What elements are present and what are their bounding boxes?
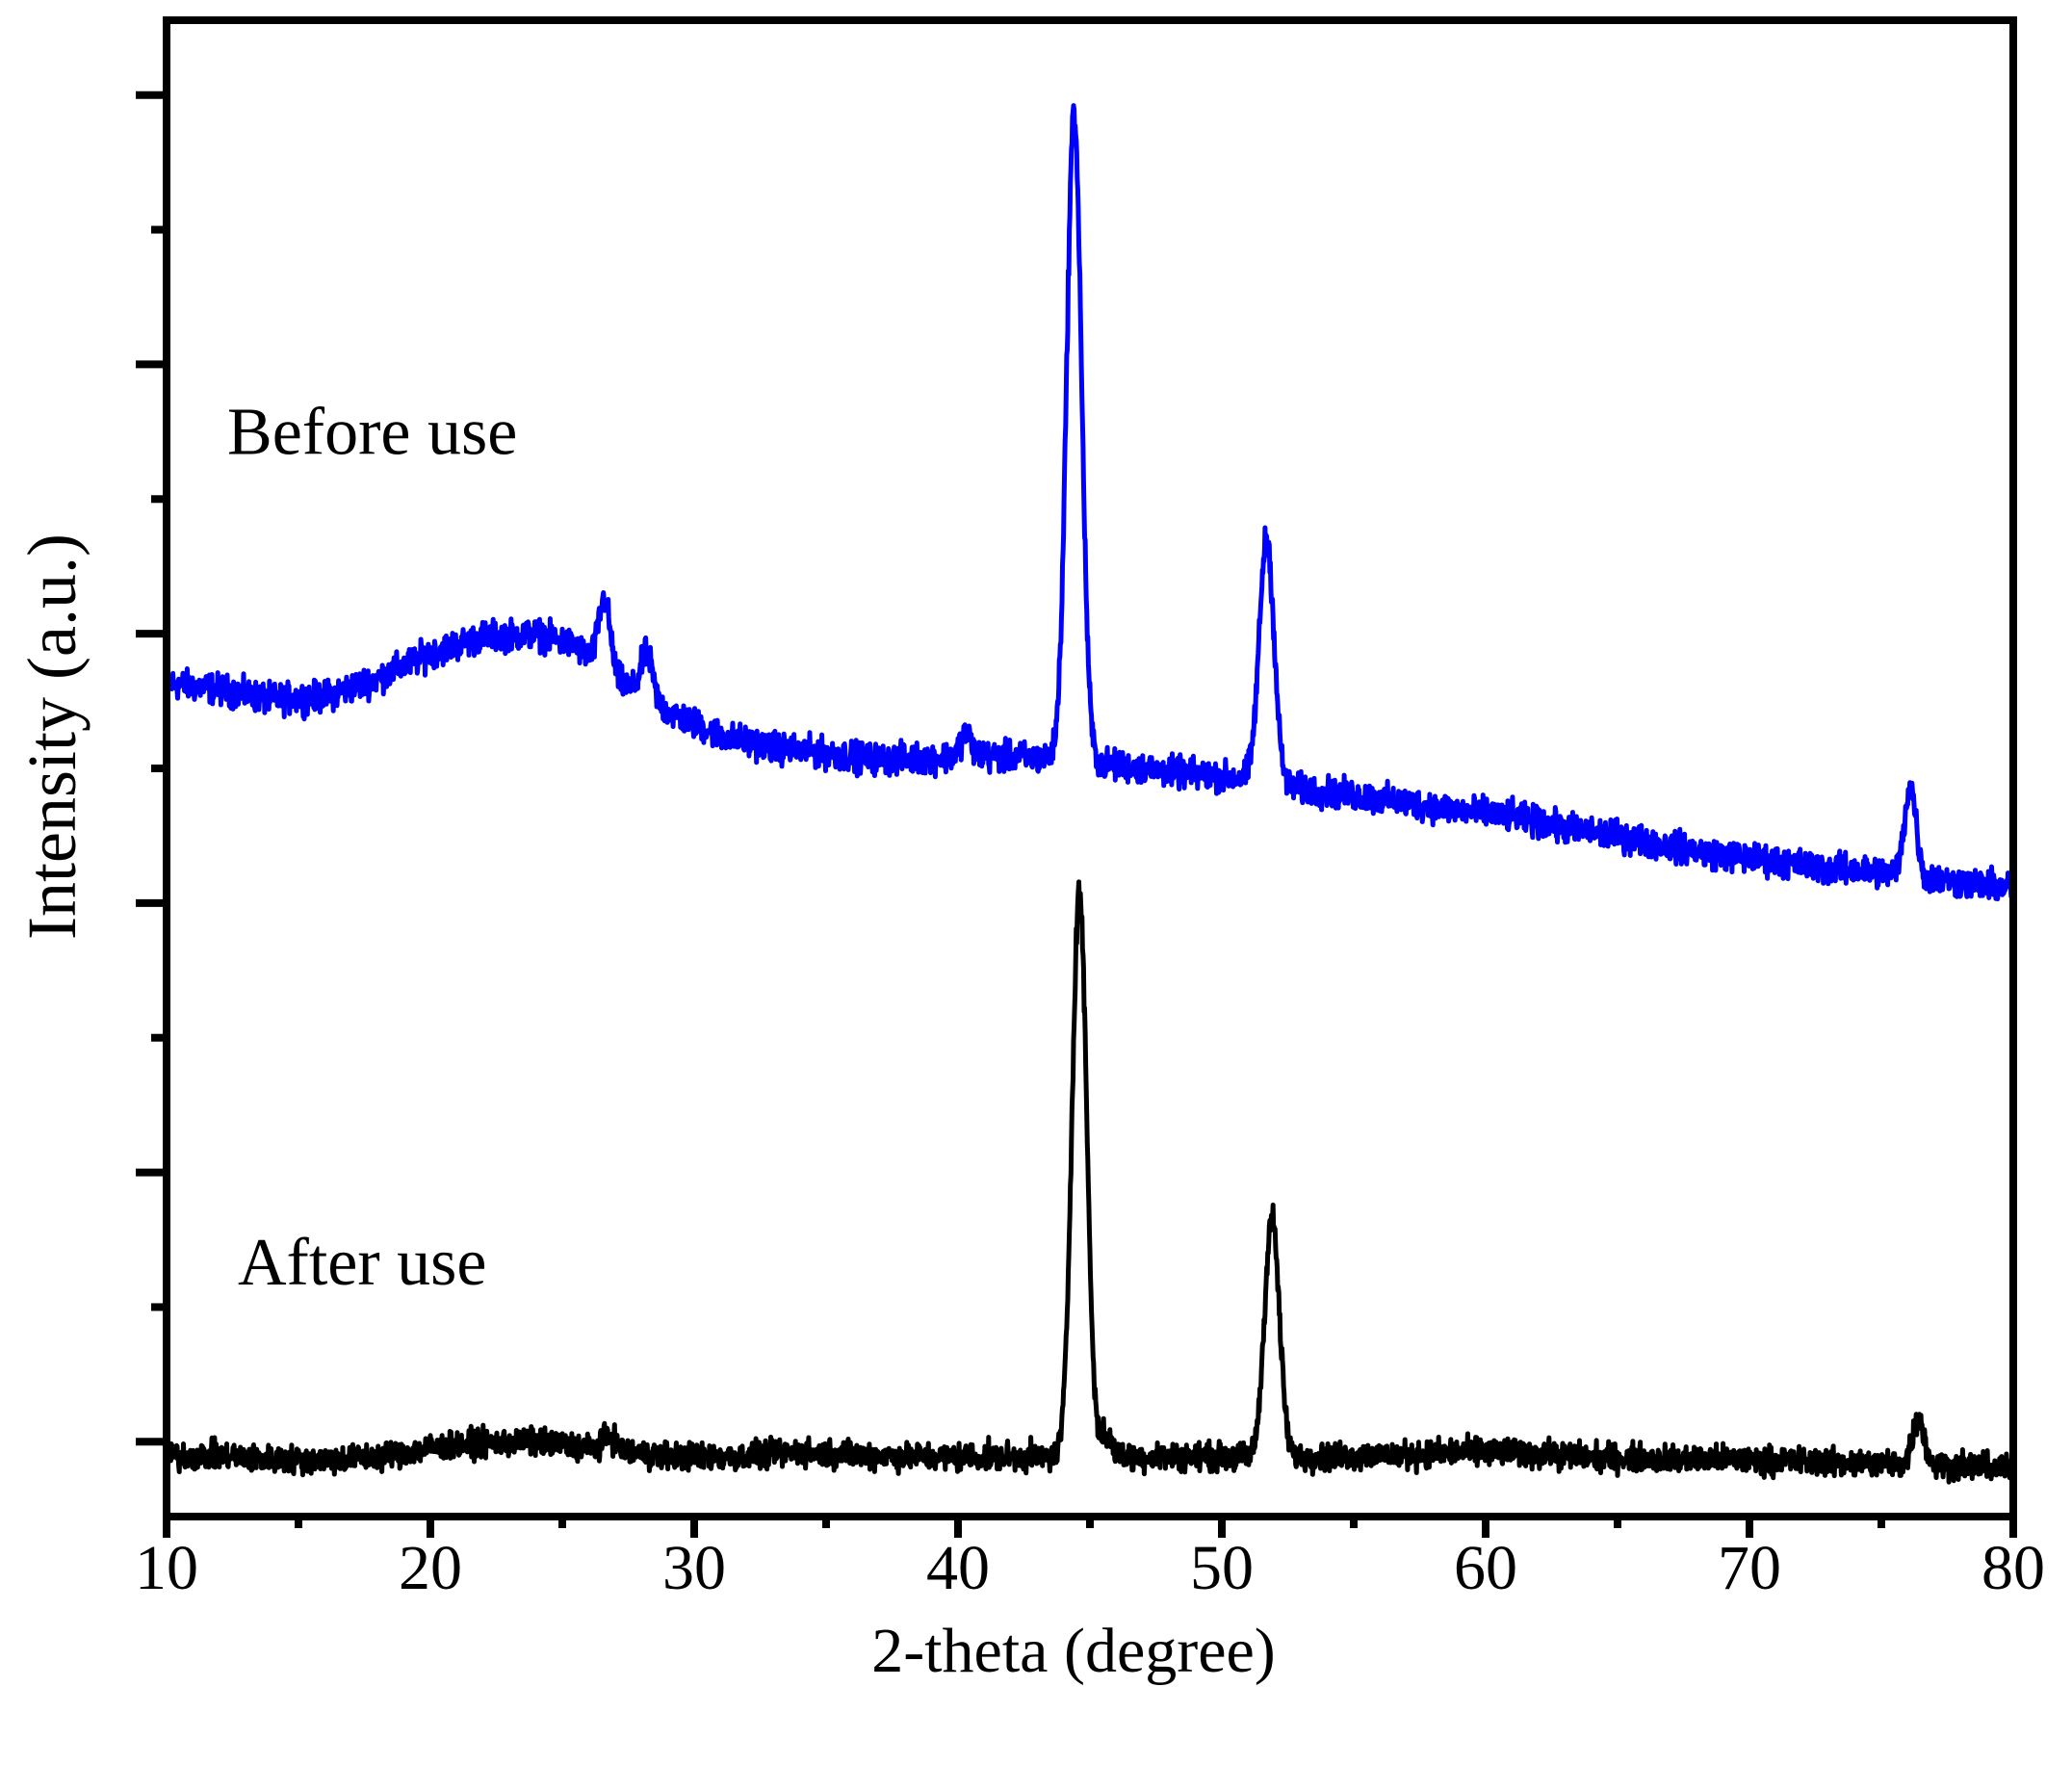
- series-line-before-use: [164, 103, 2016, 902]
- x-axis-label: 2-theta (degree): [871, 1616, 1276, 1686]
- x-tick-labels: 10 20 30 40 50 60 70 80: [135, 1533, 2045, 1603]
- x-tick-label: 80: [1981, 1533, 2045, 1603]
- x-tick-label: 20: [399, 1533, 462, 1603]
- annotation-after-use: After use: [238, 1226, 487, 1300]
- plot-series: [164, 103, 2016, 1485]
- x-tick-label: 50: [1190, 1533, 1254, 1603]
- x-tick-label: 60: [1454, 1533, 1517, 1603]
- x-tick-label: 30: [662, 1533, 726, 1603]
- x-tick-label: 70: [1718, 1533, 1781, 1603]
- plot-frame: [163, 16, 2017, 1520]
- series-line-after-use: [164, 879, 2016, 1485]
- x-tick-label: 40: [926, 1533, 990, 1603]
- x-tick-label: 10: [135, 1533, 198, 1603]
- annotation-before-use: Before use: [227, 396, 517, 470]
- y-axis-label: Intensity (a.u.): [13, 533, 91, 940]
- annotations: Before use After use: [227, 396, 517, 1300]
